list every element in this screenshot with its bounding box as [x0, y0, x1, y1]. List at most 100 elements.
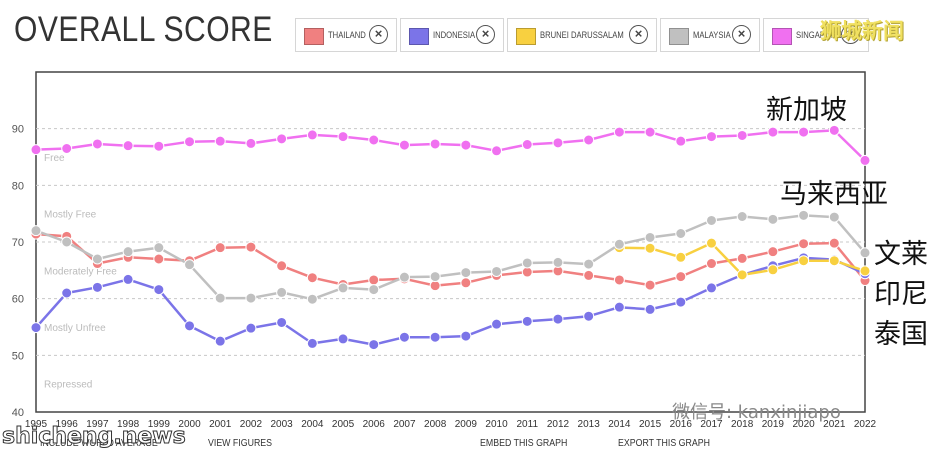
y-tick-label: 70: [12, 237, 24, 249]
data-point: [644, 242, 656, 254]
data-point: [767, 213, 779, 225]
data-point: [153, 242, 165, 254]
data-point: [859, 154, 871, 166]
data-point: [798, 209, 810, 221]
export-graph-link[interactable]: EXPORT THIS GRAPH: [618, 438, 710, 449]
include-world-average-link[interactable]: INCLUDE WORLD AVERAGE: [40, 438, 158, 449]
band-label: Mostly Free: [44, 210, 97, 221]
data-point: [184, 259, 196, 271]
remove-malaysia-close-icon[interactable]: ×: [732, 25, 751, 44]
watermark-shicheng: shicheng.news: [2, 424, 187, 450]
data-point: [398, 331, 410, 343]
data-point: [337, 333, 349, 345]
data-point: [736, 129, 748, 141]
remove-thailand-close-icon[interactable]: ×: [369, 25, 388, 44]
data-point: [798, 255, 810, 267]
legend-swatch-malaysia: [669, 28, 689, 45]
x-tick-label: 2000: [178, 419, 201, 430]
data-point: [521, 139, 533, 151]
data-point: [583, 134, 595, 146]
data-point: [429, 271, 441, 283]
view-figures-link[interactable]: VIEW FIGURES: [208, 438, 273, 449]
x-tick-label: 1998: [117, 419, 140, 430]
remove-indonesia-close-icon[interactable]: ×: [476, 25, 495, 44]
data-point: [337, 282, 349, 294]
x-tick-label: 1999: [148, 419, 171, 430]
data-point: [613, 301, 625, 313]
x-tick-label: 2014: [608, 419, 631, 430]
data-point: [61, 236, 73, 248]
x-tick-label: 2008: [424, 419, 447, 430]
x-tick-label: 2006: [363, 419, 386, 430]
data-point: [736, 211, 748, 222]
data-point: [214, 242, 226, 254]
data-point: [675, 135, 687, 147]
data-point: [675, 228, 687, 239]
data-point: [798, 238, 810, 250]
data-point: [736, 252, 748, 264]
annotation-indonesia: 印尼: [874, 279, 928, 310]
data-point: [368, 339, 380, 351]
legend-item-brunei[interactable]: BRUNEI DARUSSALAM ×: [507, 18, 657, 52]
legend-label-thailand: THAILAND: [328, 30, 366, 40]
data-point: [828, 124, 840, 136]
legend-item-indonesia[interactable]: INDONESIA ×: [400, 18, 504, 52]
annotation-thailand: 泰国: [874, 319, 928, 350]
data-point: [306, 129, 318, 141]
data-point: [91, 253, 103, 265]
data-point: [460, 277, 472, 289]
data-point: [521, 266, 533, 278]
data-point: [521, 257, 533, 269]
data-point: [644, 231, 656, 243]
remove-brunei-close-icon[interactable]: ×: [629, 25, 648, 44]
data-point: [214, 292, 226, 304]
x-tick-label: 2002: [240, 419, 263, 430]
legend-swatch-indonesia: [409, 28, 429, 45]
data-point: [491, 318, 503, 330]
data-point: [767, 126, 779, 138]
data-point: [705, 214, 717, 226]
band-label: Mostly Unfree: [44, 323, 106, 334]
annotation-malaysia: 马来西亚: [780, 179, 888, 210]
annotation-brunei: 文莱: [874, 239, 928, 270]
data-point: [644, 303, 656, 315]
data-point: [91, 281, 103, 293]
data-point: [552, 137, 564, 149]
data-point: [828, 237, 840, 249]
x-tick-label: 1996: [56, 419, 79, 430]
x-tick-label: 2010: [485, 419, 508, 430]
embed-graph-link[interactable]: EMBED THIS GRAPH: [480, 438, 568, 449]
data-point: [767, 264, 779, 276]
remove-singapore-close-icon[interactable]: ×: [841, 25, 860, 44]
legend-label-brunei: BRUNEI DARUSSALAM: [540, 30, 624, 40]
data-point: [705, 282, 717, 294]
data-point: [736, 269, 748, 281]
data-point: [429, 138, 441, 150]
data-point: [153, 253, 165, 265]
data-point: [276, 286, 288, 298]
data-point: [859, 265, 871, 277]
data-point: [521, 315, 533, 327]
data-point: [61, 287, 73, 299]
legend-item-malaysia[interactable]: MALAYSIA ×: [660, 18, 760, 52]
legend-label-singapore: SINGAPORE: [796, 30, 842, 40]
legend-item-singapore[interactable]: SINGAPORE ×: [763, 18, 869, 52]
data-point: [30, 322, 42, 334]
x-tick-label: 2016: [670, 419, 693, 430]
data-point: [276, 260, 288, 272]
x-tick-label: 2017: [700, 419, 723, 430]
band-label: Free: [44, 153, 65, 164]
legend-item-thailand[interactable]: THAILAND ×: [295, 18, 397, 52]
band-label: Moderately Free: [44, 266, 117, 277]
data-point: [460, 267, 472, 279]
band-label: Repressed: [44, 380, 92, 391]
y-tick-label: 80: [12, 180, 24, 192]
x-tick-label: 2015: [639, 419, 662, 430]
legend-swatch-singapore: [772, 28, 792, 45]
x-tick-label: 2021: [823, 419, 846, 430]
y-tick-label: 90: [12, 124, 24, 136]
series-line: [35, 214, 866, 301]
legend-swatch-thailand: [304, 28, 324, 45]
data-point: [644, 279, 656, 291]
